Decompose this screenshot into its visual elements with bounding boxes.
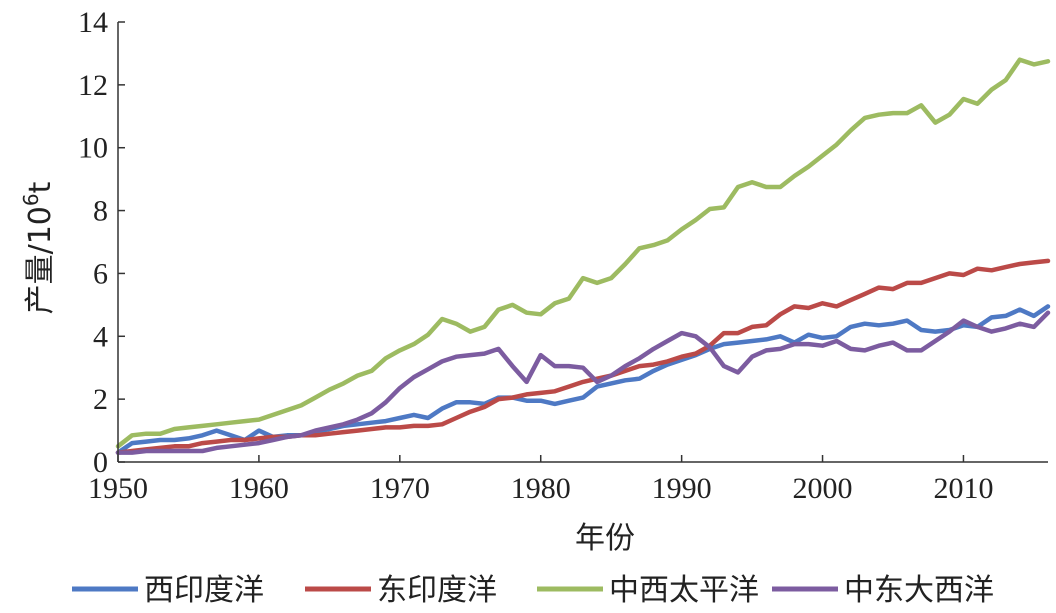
legend-item: 中东大西洋: [772, 573, 994, 608]
y-tick-label: 8: [93, 195, 108, 228]
series-line-2: [115, 258, 1051, 455]
x-tick-label: 2000: [793, 472, 853, 505]
legend-label: 中西太平洋: [609, 573, 759, 608]
y-axis-title-sup: 6: [19, 193, 43, 206]
series-line-4: [115, 310, 1051, 455]
x-tick-label: 1960: [229, 472, 289, 505]
y-tick-label: 6: [93, 257, 108, 290]
y-tick-label: 2: [93, 383, 108, 416]
y-axis-title-unit: t: [23, 181, 58, 193]
y-axis-title: 产量/106t: [19, 181, 58, 314]
plot-area: [115, 57, 1051, 455]
legend-label: 西印度洋: [144, 573, 264, 608]
y-tick-label: 0: [93, 446, 108, 479]
legend-label: 中东大西洋: [844, 573, 994, 608]
y-axis-title-main: 产量/10: [23, 206, 58, 314]
legend-item: 东印度洋: [305, 573, 497, 608]
y-tick-label: 10: [78, 132, 108, 165]
x-axis-title: 年份: [575, 521, 635, 556]
x-axis: 1950 1960 1970 1980 1990 2000 2010: [88, 455, 1048, 505]
y-axis: 0 2 4 6 8 10 12 14: [78, 6, 125, 479]
y-tick-label: 14: [78, 6, 108, 39]
series-line-1: [115, 304, 1051, 455]
legend-label: 东印度洋: [377, 573, 497, 608]
y-tick-label: 4: [93, 320, 108, 353]
legend: 西印度洋 东印度洋 中西太平洋 中东大西洋: [72, 573, 994, 608]
x-tick-label: 1950: [88, 472, 148, 505]
legend-item: 中西太平洋: [537, 573, 759, 608]
x-tick-label: 1990: [652, 472, 712, 505]
y-tick-label: 12: [78, 69, 108, 102]
legend-item: 西印度洋: [72, 573, 264, 608]
x-tick-label: 2010: [933, 472, 993, 505]
series-line-3: [115, 57, 1051, 449]
x-tick-label: 1970: [370, 472, 430, 505]
x-tick-label: 1980: [511, 472, 571, 505]
